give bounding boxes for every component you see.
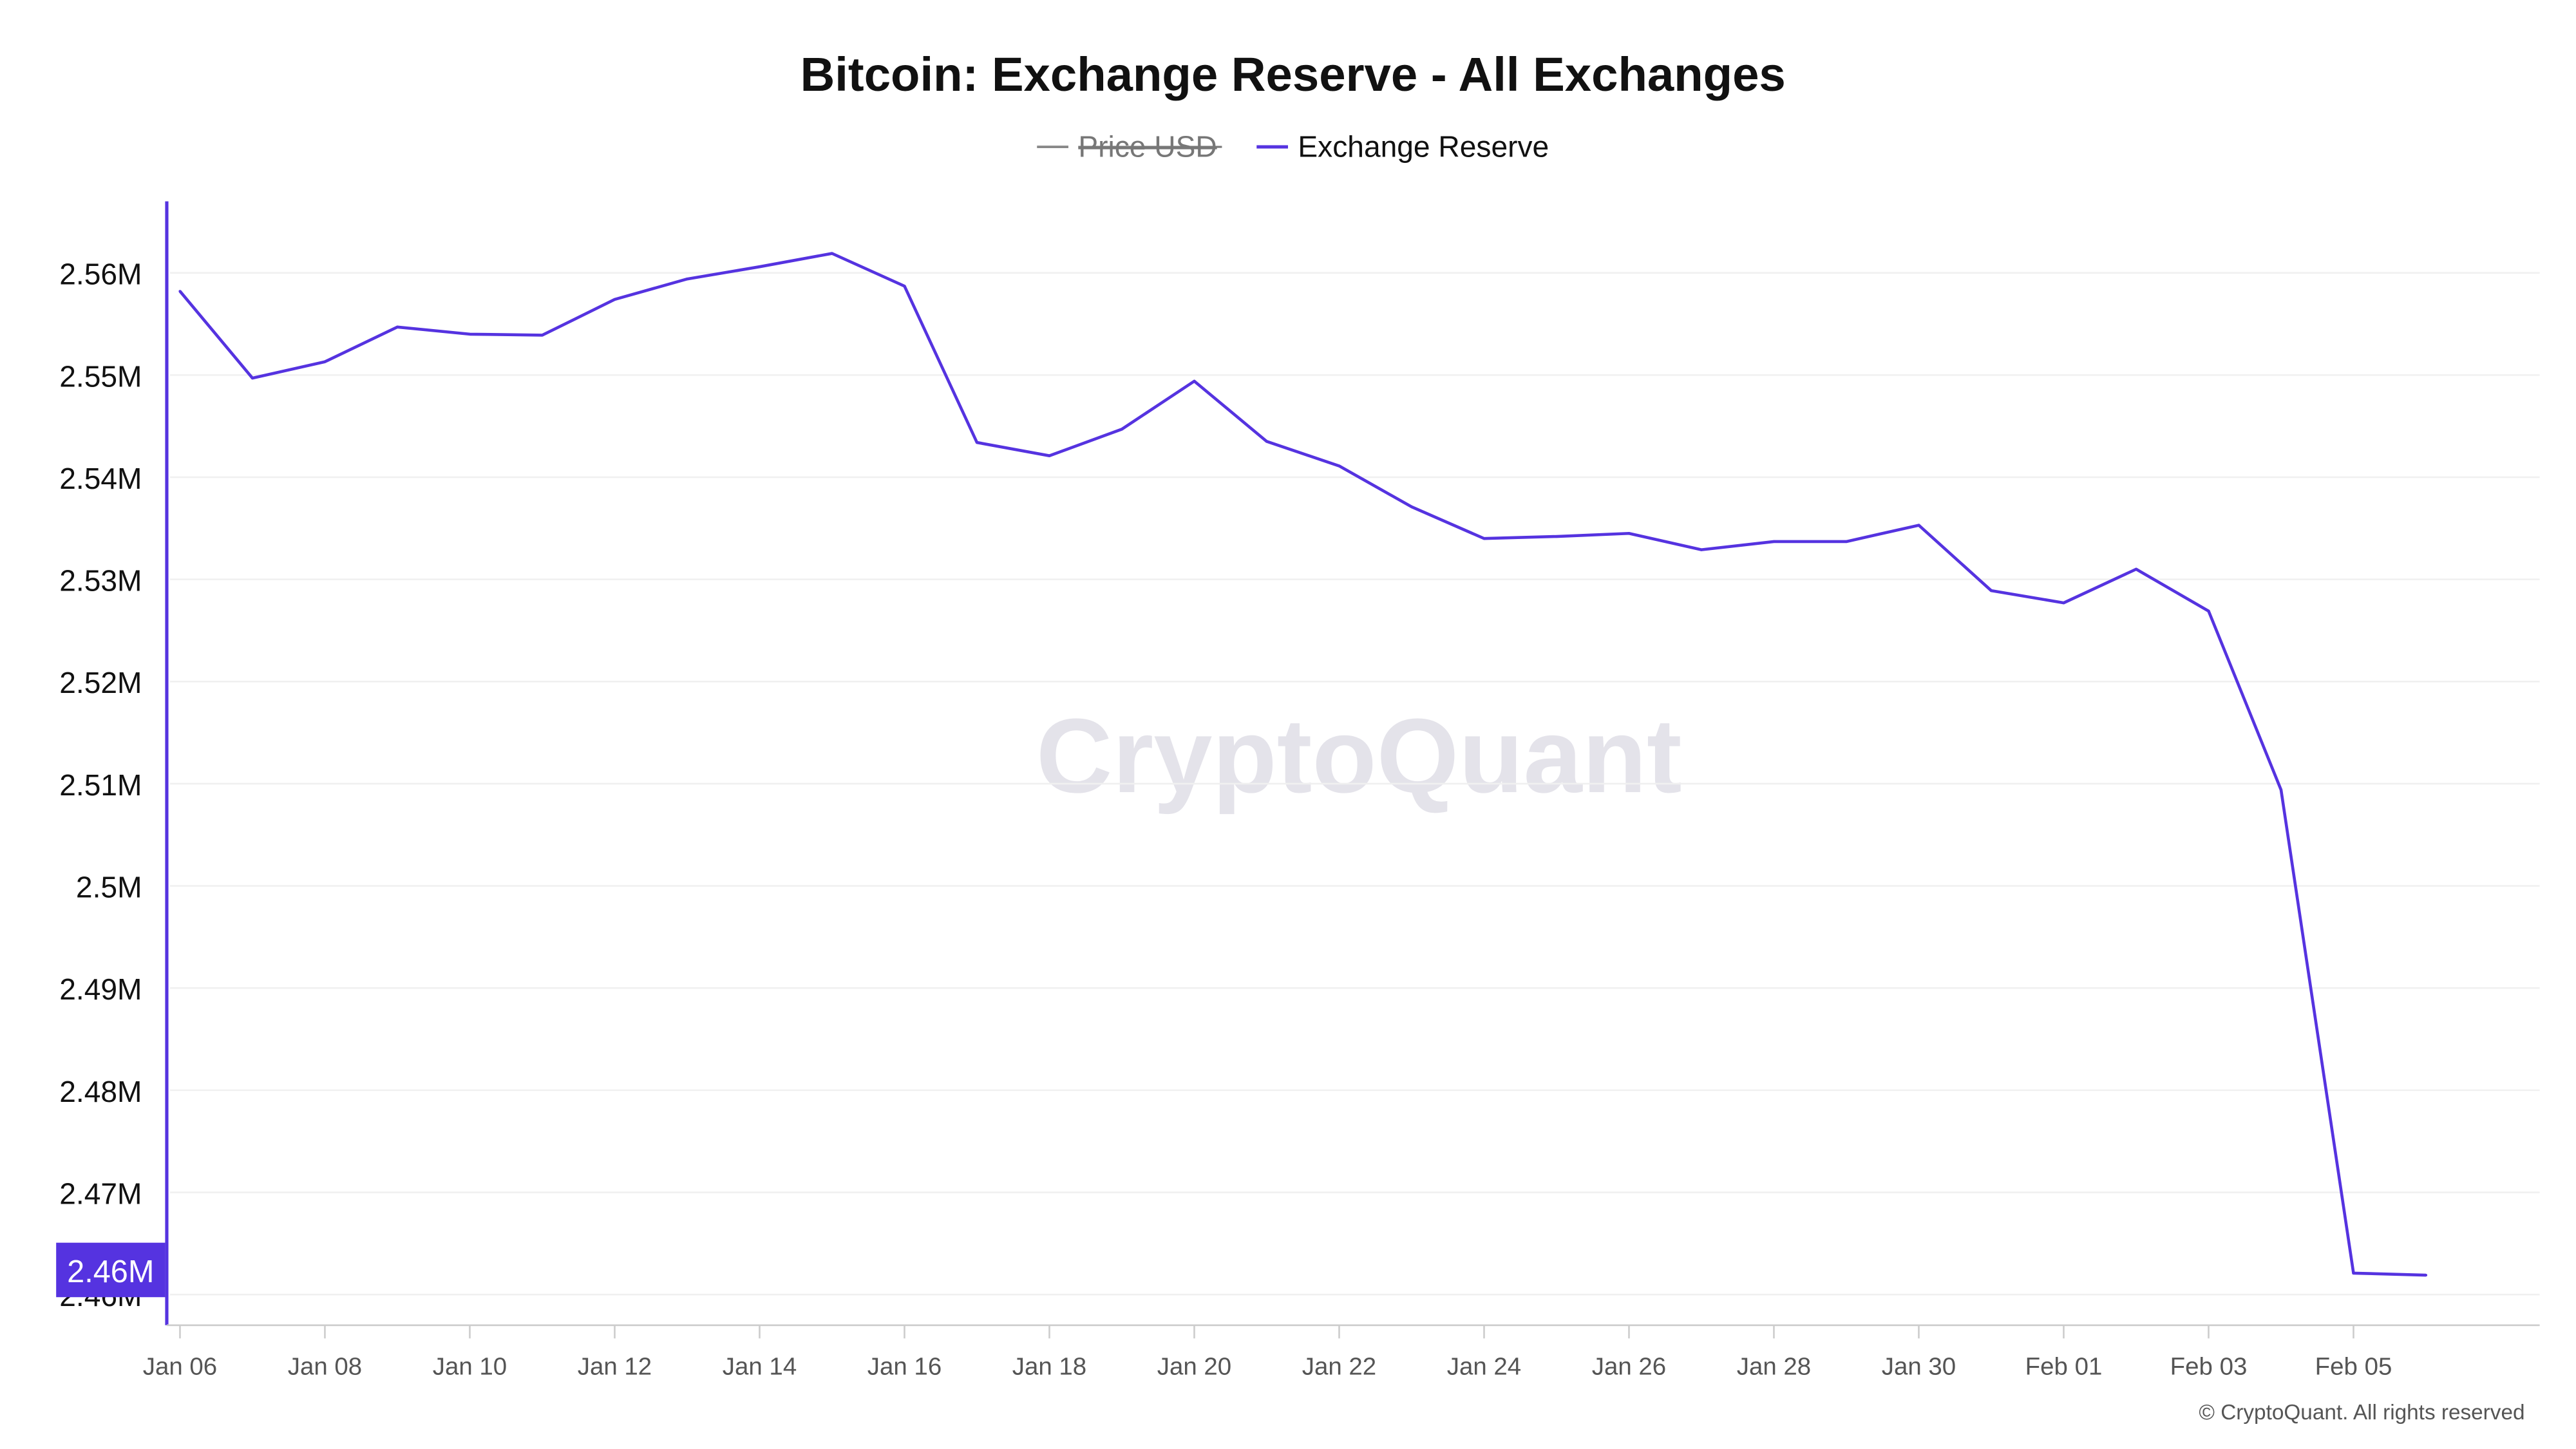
x-tick-label: Jan 14	[723, 1353, 797, 1381]
data-point[interactable]	[2352, 1271, 2355, 1274]
data-point[interactable]	[468, 332, 471, 336]
x-tick-label: Jan 20	[1157, 1353, 1231, 1381]
data-point[interactable]	[1772, 540, 1776, 543]
data-point[interactable]	[251, 377, 254, 380]
data-point[interactable]	[395, 325, 399, 328]
x-tick-label: Jan 30	[1882, 1353, 1956, 1381]
x-tick-label: Jan 24	[1447, 1353, 1521, 1381]
y-tick-label: 2.53M	[59, 564, 142, 598]
x-tick-label: Jan 10	[433, 1353, 507, 1381]
legend-item-price-usd[interactable]: Price USD	[1037, 129, 1222, 163]
data-point[interactable]	[2279, 788, 2283, 791]
data-point[interactable]	[2134, 567, 2138, 571]
data-point[interactable]	[1338, 464, 1341, 468]
y-highlight-badge: 2.46M	[56, 1242, 166, 1298]
data-point[interactable]	[1700, 548, 1703, 551]
data-point[interactable]	[758, 265, 761, 269]
y-tick-label: 2.56M	[59, 258, 142, 291]
y-tick-label: 2.49M	[59, 972, 142, 1006]
x-tick-label: Jan 28	[1737, 1353, 1811, 1381]
copyright: © CryptoQuant. All rights reserved	[2199, 1401, 2524, 1425]
data-point[interactable]	[613, 298, 616, 301]
x-tick-label: Jan 26	[1592, 1353, 1666, 1381]
data-point[interactable]	[830, 252, 834, 255]
data-point[interactable]	[1844, 540, 1848, 543]
data-point[interactable]	[1482, 537, 1486, 540]
x-tick-label: Feb 01	[2025, 1353, 2103, 1381]
data-point[interactable]	[903, 285, 906, 288]
legend-label-exchange-reserve: Exchange Reserve	[1298, 129, 1549, 163]
y-tick-label: 2.52M	[59, 666, 142, 699]
y-tick-label: 2.51M	[59, 768, 142, 802]
data-point[interactable]	[1989, 589, 1993, 592]
data-point[interactable]	[1048, 454, 1051, 457]
data-point[interactable]	[1555, 535, 1558, 538]
x-tick-label: Jan 06	[143, 1353, 217, 1381]
data-point[interactable]	[1193, 379, 1196, 383]
data-point[interactable]	[685, 278, 689, 281]
y-tick-label: 2.55M	[59, 359, 142, 393]
legend-item-exchange-reserve[interactable]: Exchange Reserve	[1256, 129, 1549, 163]
data-point[interactable]	[1627, 532, 1631, 535]
x-tick-label: Jan 12	[578, 1353, 652, 1381]
y-tick-label: 2.54M	[59, 462, 142, 495]
x-tick-label: Jan 16	[867, 1353, 942, 1381]
x-tick-label: Jan 22	[1302, 1353, 1376, 1381]
data-point[interactable]	[178, 290, 182, 293]
data-point[interactable]	[1265, 440, 1269, 443]
x-tick-label: Jan 08	[288, 1353, 362, 1381]
x-tick-label: Jan 18	[1012, 1353, 1086, 1381]
series-line-exchange-reserve	[178, 252, 2427, 1277]
data-point[interactable]	[1410, 505, 1414, 509]
y-tick-label: 2.5M	[76, 871, 142, 904]
data-point[interactable]	[1120, 428, 1124, 431]
watermark: CryptoQuant	[1036, 696, 1682, 815]
data-point[interactable]	[540, 334, 544, 337]
y-highlight-label: 2.46M	[67, 1255, 154, 1289]
chart-title: Bitcoin: Exchange Reserve - All Exchange…	[800, 48, 1786, 101]
data-point[interactable]	[2062, 601, 2065, 605]
data-point[interactable]	[1917, 524, 1920, 527]
x-tick-label: Feb 03	[2170, 1353, 2248, 1381]
data-point[interactable]	[975, 441, 979, 444]
y-tick-label: 2.47M	[59, 1177, 142, 1211]
x-tick-label: Feb 05	[2315, 1353, 2392, 1381]
data-point[interactable]	[2207, 609, 2210, 612]
y-tick-label: 2.48M	[59, 1075, 142, 1108]
data-point[interactable]	[2424, 1274, 2428, 1277]
data-point[interactable]	[323, 360, 327, 363]
